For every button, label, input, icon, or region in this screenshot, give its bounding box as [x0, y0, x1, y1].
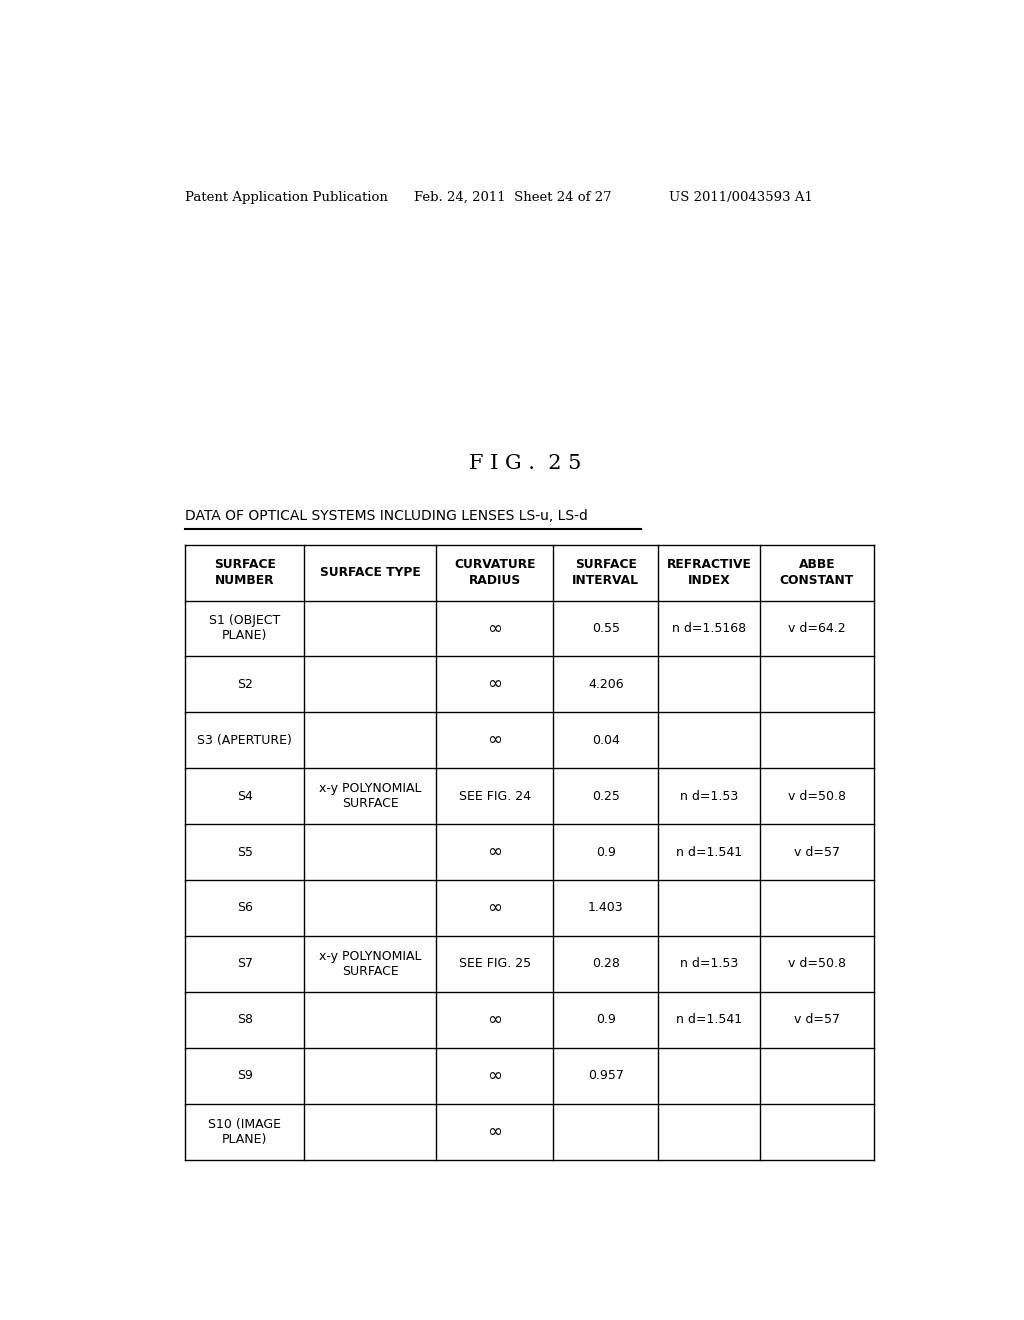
Text: S5: S5	[237, 846, 253, 858]
Text: ∞: ∞	[487, 1011, 502, 1028]
Text: ABBE
CONSTANT: ABBE CONSTANT	[779, 558, 854, 587]
Text: 0.28: 0.28	[592, 957, 620, 970]
Text: v d=50.8: v d=50.8	[787, 789, 846, 803]
Text: ∞: ∞	[487, 676, 502, 693]
Text: CURVATURE
RADIUS: CURVATURE RADIUS	[454, 558, 536, 587]
Text: Patent Application Publication: Patent Application Publication	[185, 190, 388, 203]
Text: v d=64.2: v d=64.2	[788, 622, 846, 635]
Text: x-y POLYNOMIAL
SURFACE: x-y POLYNOMIAL SURFACE	[318, 783, 421, 810]
Text: n d=1.5168: n d=1.5168	[672, 622, 745, 635]
Text: S10 (IMAGE
PLANE): S10 (IMAGE PLANE)	[208, 1118, 282, 1146]
Text: REFRACTIVE
INDEX: REFRACTIVE INDEX	[667, 558, 752, 587]
Text: v d=57: v d=57	[794, 846, 840, 858]
Text: SURFACE
NUMBER: SURFACE NUMBER	[214, 558, 275, 587]
Text: v d=57: v d=57	[794, 1014, 840, 1026]
Text: ∞: ∞	[487, 899, 502, 917]
Text: S6: S6	[237, 902, 253, 915]
Text: SURFACE TYPE: SURFACE TYPE	[319, 566, 421, 579]
Text: DATA OF OPTICAL SYSTEMS INCLUDING LENSES LS-u, LS-d: DATA OF OPTICAL SYSTEMS INCLUDING LENSES…	[185, 510, 588, 523]
Text: F I G .  2 5: F I G . 2 5	[469, 454, 581, 473]
Text: 0.55: 0.55	[592, 622, 620, 635]
Text: 0.9: 0.9	[596, 846, 615, 858]
Text: v d=50.8: v d=50.8	[787, 957, 846, 970]
Text: 0.957: 0.957	[588, 1069, 624, 1082]
Text: SEE FIG. 24: SEE FIG. 24	[459, 789, 530, 803]
Text: ∞: ∞	[487, 843, 502, 861]
Text: 4.206: 4.206	[588, 678, 624, 690]
Text: S9: S9	[237, 1069, 253, 1082]
Text: S1 (OBJECT
PLANE): S1 (OBJECT PLANE)	[209, 615, 281, 643]
Text: ∞: ∞	[487, 731, 502, 750]
Text: x-y POLYNOMIAL
SURFACE: x-y POLYNOMIAL SURFACE	[318, 950, 421, 978]
Text: 0.25: 0.25	[592, 789, 620, 803]
Text: S4: S4	[237, 789, 253, 803]
Text: n d=1.53: n d=1.53	[680, 957, 738, 970]
Text: ∞: ∞	[487, 1067, 502, 1085]
Text: n d=1.53: n d=1.53	[680, 789, 738, 803]
Text: 0.9: 0.9	[596, 1014, 615, 1026]
Text: S8: S8	[237, 1014, 253, 1026]
Text: 0.04: 0.04	[592, 734, 620, 747]
Text: S7: S7	[237, 957, 253, 970]
Text: SURFACE
INTERVAL: SURFACE INTERVAL	[572, 558, 639, 587]
Text: Feb. 24, 2011  Sheet 24 of 27: Feb. 24, 2011 Sheet 24 of 27	[414, 190, 611, 203]
Text: ∞: ∞	[487, 619, 502, 638]
Text: n d=1.541: n d=1.541	[676, 1014, 742, 1026]
Text: 1.403: 1.403	[588, 902, 624, 915]
Text: S3 (APERTURE): S3 (APERTURE)	[198, 734, 292, 747]
Text: S2: S2	[237, 678, 253, 690]
Text: US 2011/0043593 A1: US 2011/0043593 A1	[670, 190, 813, 203]
Text: ∞: ∞	[487, 1122, 502, 1140]
Text: n d=1.541: n d=1.541	[676, 846, 742, 858]
Text: SEE FIG. 25: SEE FIG. 25	[459, 957, 530, 970]
